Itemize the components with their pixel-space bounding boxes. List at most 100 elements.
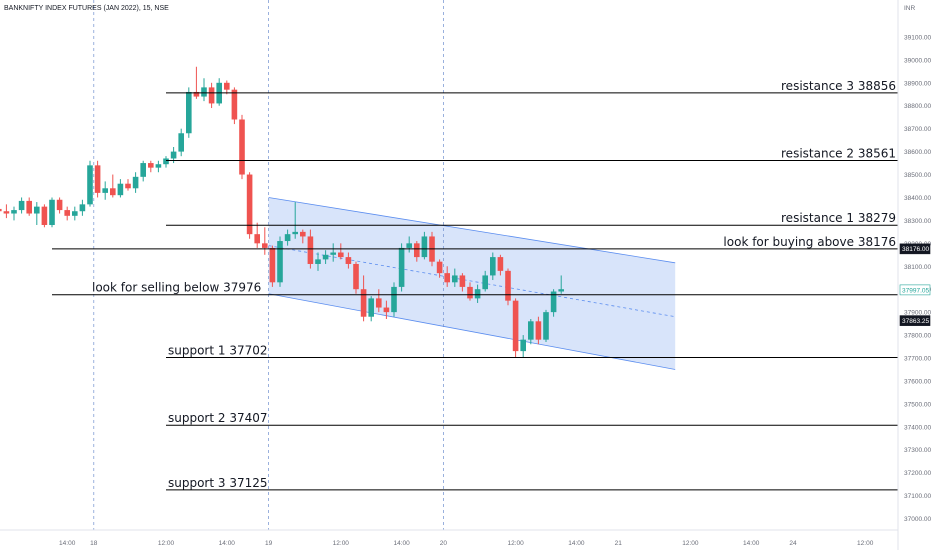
candle-body (49, 199, 55, 225)
candle-1 (3, 204, 10, 219)
candle-59 (444, 266, 450, 287)
candle-12 (87, 160, 93, 207)
price-axis[interactable]: 37000.00 37100.00 37200.00 37300.00 37400.00… (897, 0, 931, 550)
candle-53 (398, 243, 405, 292)
y-tick-label: 37300.00 (904, 447, 931, 454)
candle-60 (452, 268, 458, 287)
level-label: resistance 1 38279 (781, 211, 896, 225)
channel-midline (268, 245, 676, 318)
price-channel[interactable] (268, 197, 676, 370)
currency-label: INR (904, 5, 916, 12)
candle-body (239, 119, 245, 175)
candle-body (383, 307, 390, 313)
candle-36 (269, 245, 276, 287)
candle-body (64, 210, 70, 216)
candle-body (550, 291, 557, 313)
x-tick-label: 14:00 (219, 540, 236, 547)
candle-73 (550, 289, 557, 317)
x-tick-label: 14:00 (743, 540, 760, 547)
y-tick-label: 38800.00 (904, 103, 931, 110)
candle-body (444, 273, 450, 283)
candle-body (330, 252, 336, 255)
price-levels[interactable]: resistance 3 38856 resistance 2 38561 resi… (52, 79, 898, 491)
candle-69 (520, 335, 526, 358)
candle-56 (421, 231, 428, 260)
level-label: look for selling below 37976 (92, 281, 261, 295)
candle-body (543, 312, 549, 340)
candle-body (307, 236, 314, 264)
candle-74 (558, 275, 564, 294)
candle-58 (436, 259, 443, 278)
y-tick-label: 37500.00 (904, 401, 931, 408)
candle-body (353, 263, 359, 290)
x-tick-label: 20 (440, 540, 448, 547)
candle-70 (528, 319, 534, 345)
candle-6 (41, 204, 48, 228)
y-tick-label: 39000.00 (904, 57, 931, 64)
candle-body (87, 165, 93, 205)
candle-body (284, 234, 291, 242)
price-badge-1: 37997.05 (899, 284, 931, 296)
candle-body (34, 206, 40, 214)
candle-body (170, 151, 177, 159)
candle-body (94, 165, 101, 193)
candle-31 (231, 87, 238, 125)
candle-body (11, 210, 17, 214)
candles (0, 66, 564, 358)
candle-43 (322, 250, 329, 264)
price-badge-text: 38176.00 (902, 246, 929, 253)
candle-body (193, 91, 200, 97)
candle-40 (300, 229, 306, 244)
candle-64 (482, 270, 488, 292)
candle-51 (383, 300, 390, 320)
candle-63 (474, 284, 481, 303)
channel-fill (268, 197, 676, 370)
x-tick-label: 12:00 (158, 540, 175, 547)
candle-body (490, 257, 496, 276)
level-5: support 1 37702 (166, 344, 898, 359)
candle-52 (391, 282, 397, 317)
channel-upper-edge (268, 197, 676, 264)
candle-body (376, 298, 382, 308)
time-axis[interactable]: 14:00 18 12:00 14:00 19 12:00 14:00 20 12:00 14:0… (0, 529, 898, 547)
x-tick-label: 21 (615, 540, 623, 547)
level-label: resistance 3 38856 (781, 79, 896, 93)
candle-34 (254, 222, 260, 248)
candle-9 (64, 206, 70, 221)
candle-45 (338, 243, 344, 260)
candle-body (186, 91, 192, 134)
level-7: support 3 37125 (166, 476, 898, 491)
price-badge-box (899, 315, 931, 326)
candle-body (520, 339, 526, 352)
price-badge-text: 37863.25 (902, 318, 929, 325)
candle-body (292, 231, 298, 235)
candle-body (132, 176, 139, 189)
candle-body (254, 234, 260, 244)
candle-body (102, 188, 108, 193)
candle-body (201, 87, 207, 97)
channel-lower-edge (268, 293, 676, 370)
candle-body (155, 164, 162, 168)
candle-42 (315, 252, 321, 271)
candle-67 (505, 268, 511, 306)
candle-33 (246, 172, 253, 239)
candle-body (125, 183, 131, 189)
x-tick-label: 18 (90, 540, 98, 547)
candle-body (26, 200, 32, 214)
candle-body (231, 89, 238, 120)
candle-47 (353, 261, 359, 294)
x-tick-label: 14:00 (59, 540, 76, 547)
candle-body (315, 259, 321, 264)
y-tick-label: 37900.00 (904, 310, 931, 317)
level-4: look for selling below 37976 (52, 281, 898, 296)
candle-body (117, 183, 124, 196)
candle-50 (376, 289, 382, 313)
candle-32 (239, 114, 245, 180)
candle-30 (224, 80, 230, 95)
candle-body (72, 211, 78, 216)
y-tick-label: 39100.00 (904, 34, 931, 41)
candle-body (41, 206, 48, 225)
level-1: resistance 2 38561 (166, 147, 898, 162)
candle-body (277, 241, 283, 283)
